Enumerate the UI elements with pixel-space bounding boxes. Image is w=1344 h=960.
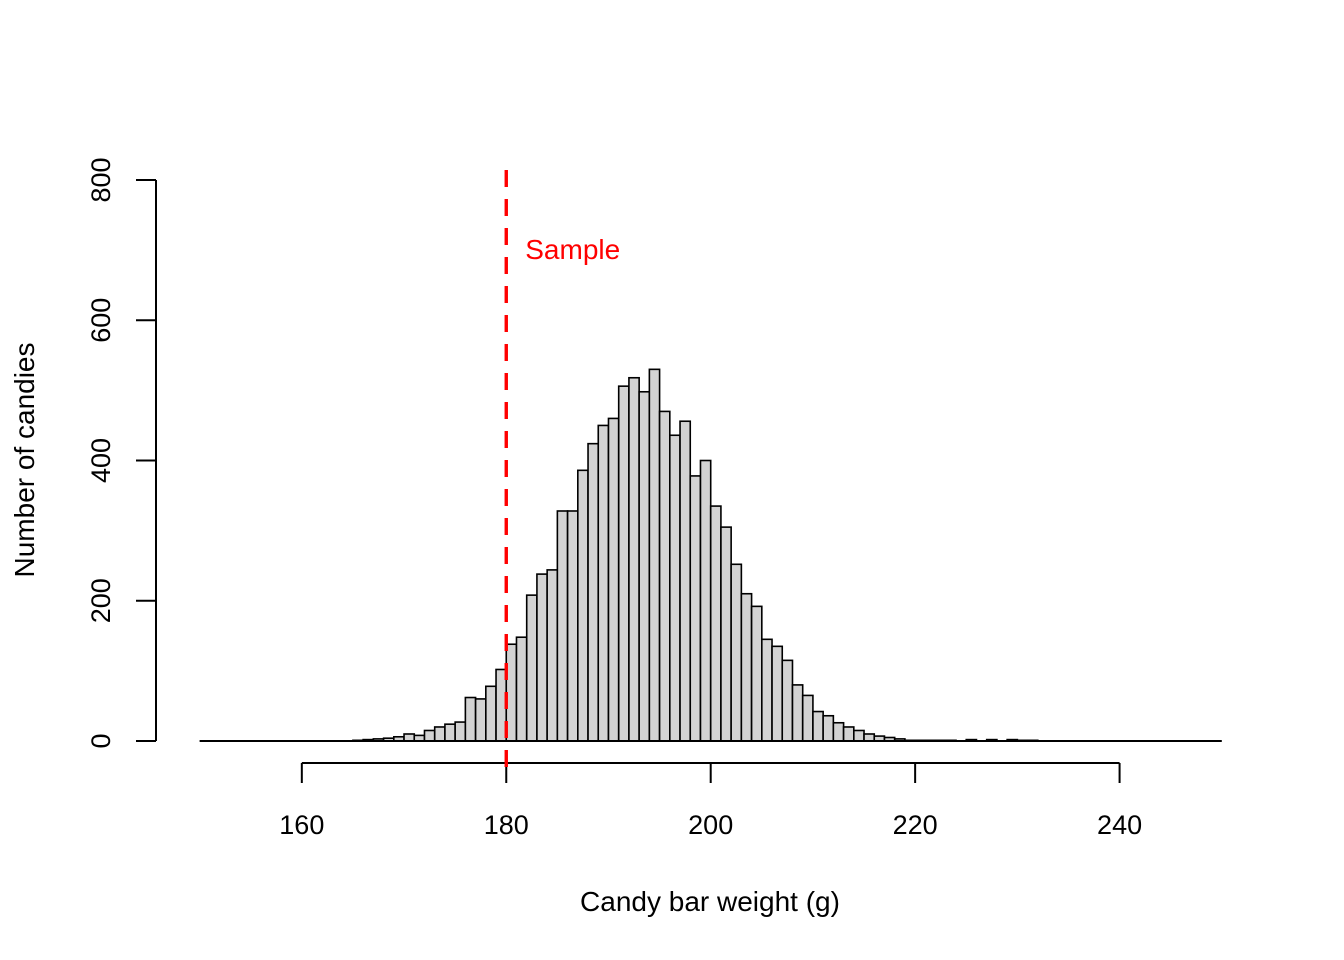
histogram-bar <box>607 417 620 742</box>
x-tick-label: 160 <box>279 810 324 840</box>
histogram-bar <box>566 510 579 742</box>
y-tick-label: 0 <box>86 733 116 748</box>
histogram-bars <box>352 368 1039 742</box>
sample-label: Sample <box>525 234 620 265</box>
histogram-bar <box>464 696 477 742</box>
histogram-bar <box>842 726 855 742</box>
histogram-bar <box>536 573 548 742</box>
histogram-bar <box>454 721 467 742</box>
histogram-bar <box>720 526 732 742</box>
histogram-bar <box>822 714 835 742</box>
histogram-bar <box>740 592 753 742</box>
y-axis-title: Number of candies <box>9 342 40 577</box>
histogram-bar <box>525 594 538 742</box>
histogram-bar <box>750 605 763 742</box>
histogram-bar <box>423 729 436 742</box>
histogram-bar <box>658 410 671 742</box>
histogram-bar <box>771 645 784 742</box>
histogram-bar <box>761 638 773 742</box>
histogram-bar <box>617 385 630 742</box>
histogram-bar <box>556 510 569 742</box>
histogram-bar <box>515 636 528 742</box>
histogram-bar <box>597 424 610 742</box>
histogram-bar <box>863 733 876 742</box>
x-tick-label: 240 <box>1097 810 1142 840</box>
histogram-bar <box>679 420 692 742</box>
histogram-bar <box>709 505 722 742</box>
x-axis-title: Candy bar weight (g) <box>580 886 840 917</box>
y-tick-label: 800 <box>86 157 116 202</box>
y-tick-label: 600 <box>86 298 116 343</box>
annotations: Sample <box>504 170 620 770</box>
histogram-bar <box>853 729 865 742</box>
x-axis: 160 180 200 220 240 <box>279 762 1142 840</box>
histogram-bar <box>546 569 559 742</box>
x-tick-label: 200 <box>688 810 733 840</box>
x-tick-label: 220 <box>893 810 938 840</box>
histogram-bar <box>801 694 814 742</box>
histogram-bar <box>832 721 845 742</box>
histogram-bar <box>628 376 640 742</box>
y-tick-label: 200 <box>86 578 116 623</box>
histogram-bar <box>444 723 456 742</box>
y-axis: 0 200 400 600 800 <box>86 157 157 749</box>
histogram-bar <box>474 698 487 742</box>
histogram-bar <box>781 659 794 742</box>
histogram-bar <box>689 475 702 742</box>
histogram-bar <box>433 726 446 742</box>
histogram-bar <box>638 390 651 742</box>
histogram-bar <box>403 733 416 742</box>
x-tick-label: 180 <box>484 810 529 840</box>
y-tick-label: 400 <box>86 438 116 483</box>
histogram-bar <box>791 684 804 742</box>
histogram-bar <box>577 469 589 742</box>
histogram-bar <box>730 563 743 742</box>
histogram-bar <box>587 442 600 742</box>
histogram-bar <box>812 710 824 742</box>
histogram-bar <box>699 459 712 742</box>
histogram-bar <box>669 434 681 742</box>
histogram-bar <box>485 685 497 742</box>
histogram-bar <box>648 368 661 742</box>
